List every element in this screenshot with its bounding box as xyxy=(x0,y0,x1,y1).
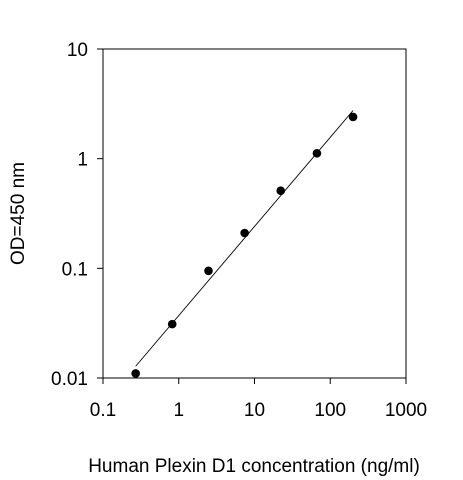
data-point xyxy=(240,228,249,238)
data-point xyxy=(131,369,140,378)
data-point xyxy=(276,186,286,196)
y-axis-ticks: 0.01 0.1 1 10 xyxy=(51,40,103,390)
data-point xyxy=(312,148,322,158)
trendline-group xyxy=(135,110,354,367)
x-tick-label: 1 xyxy=(173,400,184,421)
x-tick-label: 100 xyxy=(314,400,346,421)
y-tick-label: 0.01 xyxy=(51,369,88,390)
x-tick-label: 0.1 xyxy=(90,400,116,421)
plot-frame xyxy=(102,48,407,379)
x-tick-label: 10 xyxy=(244,400,265,421)
x-tick-label: 1000 xyxy=(385,400,427,421)
trendline xyxy=(135,110,354,367)
x-axis-title: Human Plexin D1 concentration (ng/ml) xyxy=(88,456,420,477)
y-tick-label: 10 xyxy=(67,40,88,61)
data-points xyxy=(131,112,358,378)
y-tick-label: 0.1 xyxy=(62,259,88,280)
y-tick-label: 1 xyxy=(77,150,88,171)
y-axis-title: OD=450 nm xyxy=(8,162,29,265)
data-point xyxy=(204,266,213,276)
data-point xyxy=(167,319,177,329)
x-axis-ticks: 0.1 1 10 100 1000 xyxy=(90,378,427,421)
data-point xyxy=(348,112,358,122)
